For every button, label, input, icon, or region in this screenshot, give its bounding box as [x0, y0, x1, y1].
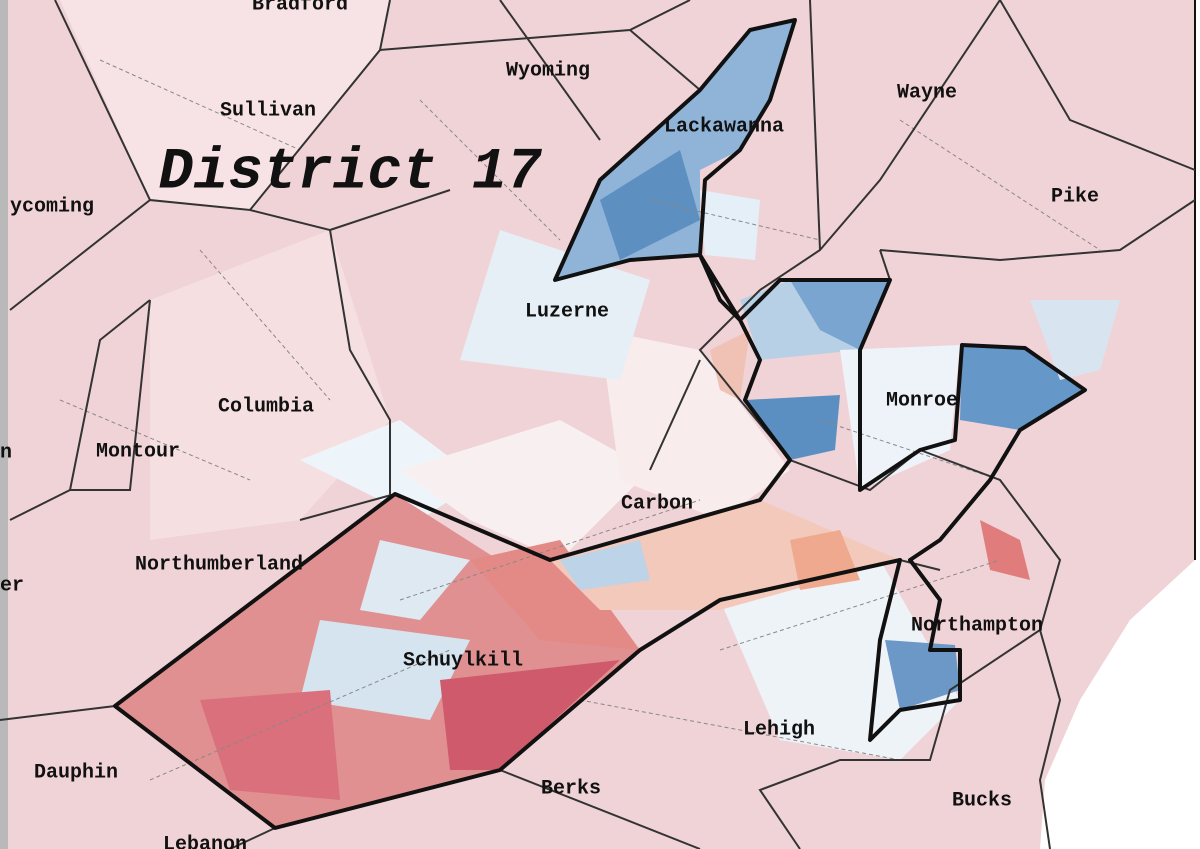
left-edge: [0, 0, 8, 849]
region: [360, 540, 470, 620]
region: [710, 330, 750, 400]
region: [1030, 300, 1120, 380]
county-label: Bradford: [252, 0, 348, 16]
county-label: n: [0, 441, 12, 464]
county-label: Columbia: [218, 395, 314, 418]
region: [980, 520, 1030, 580]
region: [200, 690, 340, 800]
county-label: Montour: [96, 440, 180, 463]
county-label: Berks: [541, 777, 601, 800]
region: [885, 640, 960, 710]
map-title: District 17: [159, 140, 543, 205]
county-label: Dauphin: [34, 761, 118, 784]
county-label: Lackawanna: [664, 115, 784, 138]
region: [700, 190, 760, 260]
region: [440, 660, 620, 770]
county-label: Monroe: [886, 389, 958, 412]
region: [300, 620, 470, 720]
region: [60, 0, 390, 210]
county-label: Wayne: [897, 81, 957, 104]
county-label: er: [0, 574, 24, 597]
region: [790, 530, 860, 590]
county-label: Luzerne: [525, 300, 609, 323]
county-label: ycoming: [10, 195, 94, 218]
region: [600, 330, 790, 520]
county-label: Schuylkill: [403, 649, 523, 672]
region: [560, 540, 650, 590]
county-label: Lebanon: [163, 833, 247, 849]
region: [745, 395, 840, 460]
county-label: Sullivan: [220, 99, 316, 122]
county-label: Northumberland: [135, 553, 303, 576]
region: [790, 280, 890, 350]
county-label: Bucks: [952, 789, 1012, 812]
county-label: Lehigh: [743, 718, 815, 741]
municipal-lines: [59, 59, 1101, 781]
county-label: Pike: [1051, 185, 1099, 208]
county-label: Northampton: [911, 614, 1043, 637]
region: [600, 150, 700, 260]
region: [470, 540, 640, 650]
region: [400, 420, 650, 560]
out-of-state-area: [1040, 0, 1200, 849]
county-label: Carbon: [621, 492, 693, 515]
county-label: Wyoming: [506, 59, 590, 82]
district-boundary: [113, 18, 1087, 830]
